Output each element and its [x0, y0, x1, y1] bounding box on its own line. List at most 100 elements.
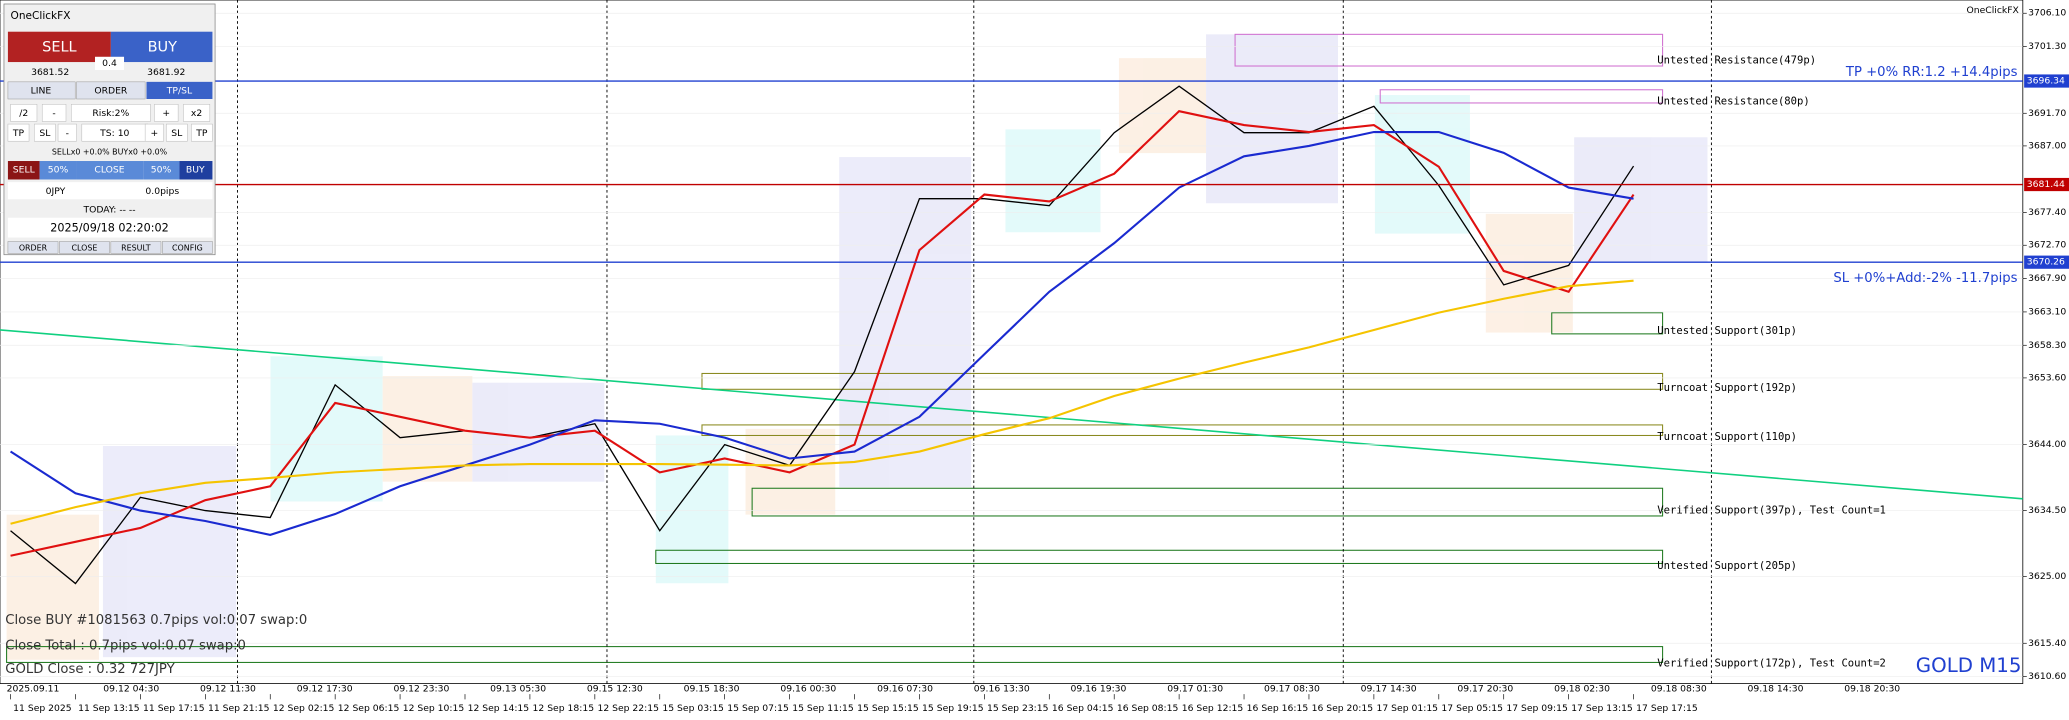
series-line — [10, 279, 1634, 525]
button[interactable]: 50% — [48, 165, 69, 176]
y-tick-label: 3658.30 — [2028, 340, 2066, 351]
x-tick-label: 16 Sep 08:15 — [1117, 703, 1179, 714]
series-line — [10, 85, 1635, 585]
price-tag — [2024, 255, 2069, 269]
buy-label: BUY — [148, 40, 178, 56]
button[interactable]: SL — [39, 128, 51, 139]
time-label: 2025.09.11 — [7, 683, 60, 694]
ask-price: 3681.92 — [147, 67, 185, 78]
button[interactable]: CLOSE — [94, 165, 124, 176]
button[interactable]: RESULT — [121, 244, 151, 253]
y-tick-label: 3667.90 — [2028, 273, 2066, 284]
pips: 0.0pips — [145, 186, 179, 197]
level-label: SL +0%+Add:-2% -11.7pips — [1833, 271, 2017, 286]
time-label: 09.15 18:30 — [684, 683, 740, 694]
lot-size: 0.4 — [102, 58, 117, 69]
x-tick-label: 12 Sep 22:15 — [597, 703, 659, 714]
x-tick-label: 12 Sep 06:15 — [338, 703, 400, 714]
time-label: 09.12 17:30 — [297, 683, 353, 694]
tab[interactable]: TP/SL — [166, 86, 193, 97]
button[interactable]: BUY — [186, 165, 205, 176]
button[interactable]: TP — [12, 128, 25, 139]
positions: SELLx0 +0.0% BUYx0 +0.0% — [52, 147, 168, 156]
y-tick-label: 3672.70 — [2028, 240, 2066, 251]
trailing-stop[interactable]: TS: 10 — [99, 128, 129, 139]
time-label: 09.17 01:30 — [1167, 683, 1223, 694]
button[interactable]: CONFIG — [172, 244, 203, 253]
button[interactable]: + — [162, 108, 170, 119]
y-tick-label: 3634.50 — [2028, 505, 2066, 516]
button[interactable]: SELL — [13, 165, 36, 176]
button[interactable]: /2 — [19, 108, 28, 119]
x-tick-label: 15 Sep 23:15 — [987, 703, 1049, 714]
time-label: 09.18 02:30 — [1554, 683, 1610, 694]
x-tick-label: 17 Sep 13:15 — [1571, 703, 1633, 714]
button[interactable]: - — [52, 108, 55, 119]
y-tick-label: 3701.30 — [2028, 41, 2066, 52]
button[interactable]: ORDER — [19, 244, 48, 253]
sell-label: SELL — [42, 40, 77, 56]
zone-label: Untested Resistance(80p) — [1657, 96, 1809, 108]
x-tick-label: 11 Sep 13:15 — [78, 703, 140, 714]
x-tick-label: 11 Sep 17:15 — [143, 703, 205, 714]
time-label: 09.17 14:30 — [1361, 683, 1417, 694]
time-label: 09.17 08:30 — [1264, 683, 1320, 694]
price-tag-label: 3696.34 — [2027, 76, 2065, 87]
y-tick-label: 3677.40 — [2028, 207, 2066, 218]
button[interactable]: x2 — [191, 108, 202, 119]
button[interactable]: CLOSE — [72, 244, 98, 253]
chart-layer: 3706.10 3701.30 3691.70 3687.00 3677.40 3672.… — [0, 8, 2069, 714]
risk[interactable]: Risk:2% — [92, 108, 129, 119]
x-tick-label: 17 Sep 09:15 — [1506, 703, 1568, 714]
y-tick-label: 3610.60 — [2028, 671, 2066, 682]
plot-area — [0, 0, 2024, 684]
y-tick-label: 3691.70 — [2028, 108, 2066, 119]
y-tick-label: 3706.10 — [2028, 8, 2066, 19]
buy-button[interactable] — [110, 31, 213, 63]
time-label: 09.18 08:30 — [1651, 683, 1707, 694]
y-tick-label: 3615.40 — [2028, 638, 2066, 649]
x-tick-label: 11 Sep 21:15 — [208, 703, 270, 714]
button[interactable]: + — [151, 128, 159, 139]
trade-note: Close Total : 0.7pips vol:0.07 swap:0 — [5, 638, 246, 653]
trend-line — [0, 329, 2023, 500]
profit: 0JPY — [46, 186, 66, 197]
zone-label: Untested Support(205p) — [1657, 560, 1797, 572]
price-tag-label: 3681.44 — [2027, 179, 2065, 190]
chart-title: GOLD M15 — [1916, 654, 2022, 677]
level-label: TP +0% RR:1.2 +14.4pips — [1845, 65, 2018, 80]
trade-note: Close BUY #1081563 0.7pips vol:0.07 swap… — [5, 613, 307, 628]
sell-button[interactable] — [7, 31, 111, 63]
time-label: 09.12 23:30 — [393, 683, 449, 694]
zone-label: Untested Resistance(479p) — [1657, 55, 1816, 67]
brand: OneClickFX — [1966, 5, 2019, 16]
time-label: 09.12 11:30 — [200, 683, 256, 694]
zone-boxes — [6, 33, 1664, 663]
tab[interactable]: LINE — [31, 86, 52, 97]
button[interactable]: - — [66, 128, 69, 139]
button[interactable]: 50% — [151, 165, 172, 176]
bid-price: 3681.52 — [31, 67, 69, 78]
time-label: 09.12 04:30 — [103, 683, 159, 694]
price-tag — [2024, 74, 2069, 88]
button[interactable]: TP — [195, 128, 208, 139]
tab[interactable]: ORDER — [94, 86, 128, 97]
y-tick-label: 3687.00 — [2028, 140, 2066, 151]
zone-label: Turncoat Support(192p) — [1657, 382, 1797, 394]
zone-label: Turncoat Support(110p) — [1657, 431, 1797, 443]
x-tick-label: 17 Sep 17:15 — [1636, 703, 1698, 714]
button[interactable]: SL — [171, 128, 183, 139]
y-tick-label: 3625.00 — [2028, 571, 2066, 582]
x-tick-label: 12 Sep 18:15 — [533, 703, 595, 714]
x-tick-label: 15 Sep 03:15 — [662, 703, 724, 714]
session-boxes — [6, 34, 1708, 660]
y-tick-label: 3663.10 — [2028, 306, 2066, 317]
price-tag — [2024, 177, 2069, 192]
x-tick-label: 16 Sep 16:15 — [1247, 703, 1309, 714]
x-tick-label: 16 Sep 20:15 — [1312, 703, 1374, 714]
y-tick-label: 3644.00 — [2028, 439, 2066, 450]
x-tick-label: 17 Sep 01:15 — [1377, 703, 1439, 714]
x-tick-label: 15 Sep 19:15 — [922, 703, 984, 714]
x-tick-label: 11 Sep 2025 — [13, 703, 72, 714]
